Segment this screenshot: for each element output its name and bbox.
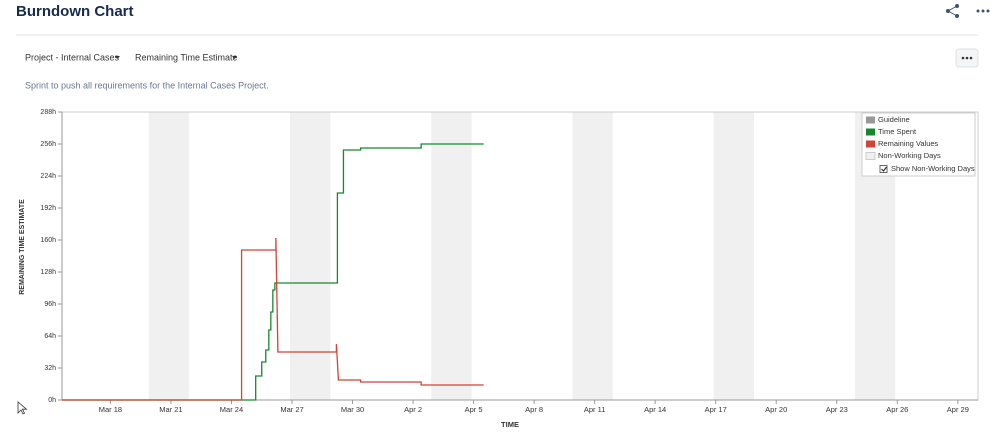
y-tick-label: 96h <box>44 301 56 308</box>
x-tick-label: Apr 8 <box>525 405 543 414</box>
x-tick-label: Apr 14 <box>644 405 666 414</box>
legend-box <box>861 112 976 177</box>
x-tick-label: Apr 23 <box>826 405 848 414</box>
legend-label: Non-Working Days <box>878 151 941 160</box>
legend-label: Guideline <box>878 115 910 124</box>
page-title: Burndown Chart <box>16 3 134 20</box>
y-tick-label: 0h <box>48 397 56 404</box>
x-tick-label: Mar 30 <box>341 405 364 414</box>
legend-swatch <box>866 116 875 124</box>
non-working-band <box>431 112 472 400</box>
x-tick-label: Apr 29 <box>947 405 969 414</box>
series-line <box>62 237 484 401</box>
legend-swatch <box>865 152 876 160</box>
chart-more-button[interactable] <box>955 48 979 68</box>
legend-swatch <box>866 140 875 148</box>
y-axis-title: REMAINING TIME ESTIMATE <box>19 199 26 295</box>
non-working-band <box>713 112 755 400</box>
x-tick-label: Apr 17 <box>705 405 727 414</box>
x-tick-label: Mar 27 <box>280 405 303 414</box>
filter-dropdown[interactable]: Remaining Time Estimate <box>135 52 238 62</box>
non-working-band <box>289 112 331 400</box>
x-tick-label: Apr 5 <box>465 405 483 414</box>
non-working-band <box>148 112 190 400</box>
x-tick-label: Apr 2 <box>404 405 422 414</box>
y-tick-label: 32h <box>44 365 56 372</box>
x-tick-label: Mar 18 <box>99 405 122 414</box>
legend-label: Remaining Values <box>878 139 939 148</box>
checkmark <box>881 166 887 172</box>
x-tick-label: Apr 26 <box>886 405 908 414</box>
caret <box>232 56 237 59</box>
series-line <box>62 143 484 401</box>
x-axis-title: TIME <box>501 420 519 429</box>
x-tick-label: Mar 21 <box>159 405 182 414</box>
share-button[interactable] <box>946 4 959 18</box>
y-tick-label: 160h <box>40 237 56 244</box>
y-tick-label: 192h <box>40 205 56 212</box>
y-tick-label: 64h <box>44 333 56 340</box>
caret <box>115 56 120 59</box>
description: Sprint to push all requirements for the … <box>25 80 269 90</box>
legend-checkbox[interactable] <box>879 165 888 173</box>
y-tick-label: 288h <box>40 109 56 116</box>
legend-checkbox-label: Show Non-Working Days <box>891 164 975 173</box>
filter-dropdown[interactable]: Project - Internal Cases <box>25 52 120 62</box>
chart: TIME REMAINING TIME ESTIMATE <box>19 199 519 429</box>
x-tick-label: Mar 24 <box>220 405 243 414</box>
plot-border <box>61 111 979 401</box>
more-button[interactable] <box>976 9 990 13</box>
y-tick-label: 224h <box>40 173 56 180</box>
x-tick-label: Apr 11 <box>584 405 606 414</box>
legend-swatch <box>866 128 875 136</box>
y-tick-label: 128h <box>40 269 56 276</box>
mouse-cursor <box>17 401 28 415</box>
y-tick-label: 256h <box>40 141 56 148</box>
x-tick-label: Apr 20 <box>765 405 787 414</box>
non-working-band <box>572 112 613 400</box>
legend-label: Time Spent <box>878 127 917 136</box>
